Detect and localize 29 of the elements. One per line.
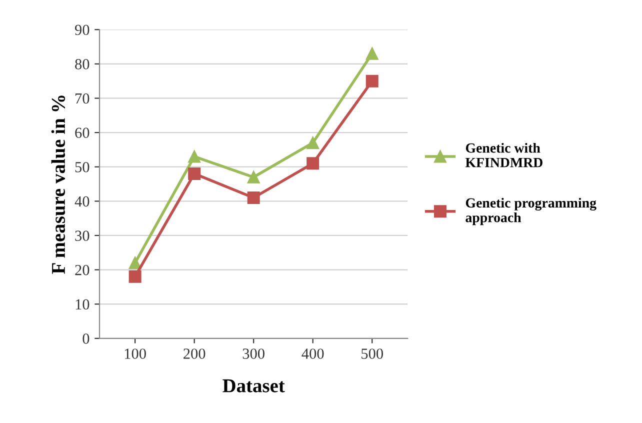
y-tick-label: 20: [75, 264, 90, 276]
legend-label: Genetic with KFINDMRD: [465, 142, 542, 168]
x-tick-label: 100: [124, 348, 146, 359]
point: [247, 191, 260, 204]
x-tick-label: 200: [184, 348, 206, 359]
x-tick-label: 400: [302, 348, 324, 359]
y-tick-label: 60: [75, 128, 90, 138]
point: [128, 270, 142, 283]
point: [366, 74, 378, 88]
point: [306, 136, 320, 150]
y-tick-label: 30: [75, 230, 90, 241]
point: [366, 47, 378, 60]
y-tick-label: 50: [75, 162, 90, 172]
x-tick-label: 500: [362, 348, 383, 359]
legend-label: Genetic programming approach: [466, 198, 596, 226]
point: [128, 256, 142, 270]
y-tick-label: 0: [82, 334, 90, 344]
y-axis-title: F measure value in %: [51, 96, 66, 274]
point: [188, 167, 201, 180]
y-tick-label: 80: [75, 59, 90, 70]
point: [188, 150, 201, 163]
point: [306, 157, 320, 170]
y-tick-label: 90: [75, 24, 90, 36]
point: [247, 170, 260, 184]
y-tick-label: 40: [74, 196, 90, 207]
x-tick-label: 300: [242, 348, 264, 359]
y-tick-label: 10: [76, 299, 90, 310]
x-axis-title: Dataset: [222, 379, 285, 392]
y-tick-label: 70: [76, 93, 90, 104]
